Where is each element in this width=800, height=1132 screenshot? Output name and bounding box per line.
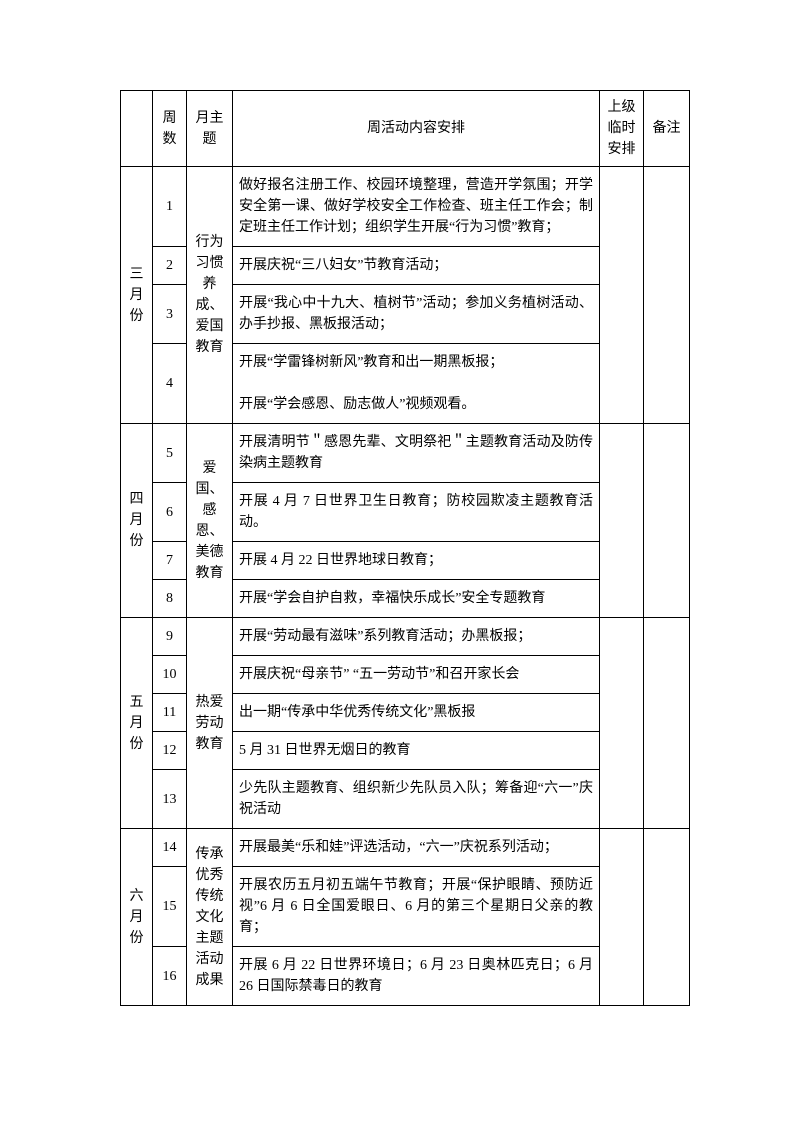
week-number: 6 xyxy=(153,483,187,542)
header-week: 周数 xyxy=(153,91,187,167)
schedule-table: 周数月主题周活动内容安排上级临时安排备注三月份1行为习惯养成、爱国教育做好报名注… xyxy=(120,90,690,1006)
superior-cell xyxy=(600,167,644,424)
note-cell xyxy=(644,167,690,424)
week-number: 2 xyxy=(153,247,187,285)
week-number: 3 xyxy=(153,285,187,344)
header-month xyxy=(121,91,153,167)
superior-cell xyxy=(600,424,644,618)
note-cell xyxy=(644,424,690,618)
superior-cell xyxy=(600,829,644,1006)
activity-content: 开展 4 月 22 日世界地球日教育； xyxy=(233,542,600,580)
week-number: 16 xyxy=(153,947,187,1006)
activity-content: 开展 6 月 22 日世界环境日；6 月 23 日奥林匹克日；6 月 26 日国… xyxy=(233,947,600,1006)
header-content: 周活动内容安排 xyxy=(233,91,600,167)
week-number: 1 xyxy=(153,167,187,247)
week-number: 15 xyxy=(153,867,187,947)
activity-content: 开展庆祝“三八妇女”节教育活动； xyxy=(233,247,600,285)
week-number: 5 xyxy=(153,424,187,483)
superior-cell xyxy=(600,618,644,829)
month-label: 五月份 xyxy=(121,618,153,829)
activity-content: 少先队主题教育、组织新少先队员入队；筹备迎“六一”庆祝活动 xyxy=(233,770,600,829)
month-label: 四月份 xyxy=(121,424,153,618)
activity-content: 5 月 31 日世界无烟日的教育 xyxy=(233,732,600,770)
month-theme: 热爱劳动教育 xyxy=(187,618,233,829)
activity-content: 开展“学会自护自救，幸福快乐成长”安全专题教育 xyxy=(233,580,600,618)
week-number: 8 xyxy=(153,580,187,618)
week-number: 11 xyxy=(153,694,187,732)
month-label: 六月份 xyxy=(121,829,153,1006)
week-number: 7 xyxy=(153,542,187,580)
header-theme: 月主题 xyxy=(187,91,233,167)
week-number: 13 xyxy=(153,770,187,829)
activity-content: 做好报名注册工作、校园环境整理，营造开学氛围；开学安全第一课、做好学校安全工作检… xyxy=(233,167,600,247)
activity-content: 开展最美“乐和娃”评选活动，“六一”庆祝系列活动； xyxy=(233,829,600,867)
week-number: 4 xyxy=(153,344,187,424)
month-theme: 传承优秀传统文化主题活动成果 xyxy=(187,829,233,1006)
header-superior: 上级临时安排 xyxy=(600,91,644,167)
week-number: 12 xyxy=(153,732,187,770)
header-note: 备注 xyxy=(644,91,690,167)
note-cell xyxy=(644,829,690,1006)
month-theme: 爱国、感恩、美德教育 xyxy=(187,424,233,618)
activity-content: 开展“我心中十九大、植树节”活动；参加义务植树活动、办手抄报、黑板报活动； xyxy=(233,285,600,344)
week-number: 14 xyxy=(153,829,187,867)
activity-content: 开展农历五月初五端午节教育；开展“保护眼睛、预防近视”6 月 6 日全国爱眼日、… xyxy=(233,867,600,947)
week-number: 10 xyxy=(153,656,187,694)
note-cell xyxy=(644,618,690,829)
activity-content: 开展庆祝“母亲节” “五一劳动节”和召开家长会 xyxy=(233,656,600,694)
month-label: 三月份 xyxy=(121,167,153,424)
activity-content: 开展 4 月 7 日世界卫生日教育；防校园欺凌主题教育活动。 xyxy=(233,483,600,542)
month-theme: 行为习惯养成、爱国教育 xyxy=(187,167,233,424)
activity-content: 开展清明节＂感恩先辈、文明祭祀＂主题教育活动及防传染病主题教育 xyxy=(233,424,600,483)
week-number: 9 xyxy=(153,618,187,656)
activity-content: 开展“学雷锋树新风”教育和出一期黑板报；开展“学会感恩、励志做人”视频观看。 xyxy=(233,344,600,424)
activity-content: 开展“劳动最有滋味”系列教育活动；办黑板报； xyxy=(233,618,600,656)
activity-content: 出一期“传承中华优秀传统文化”黑板报 xyxy=(233,694,600,732)
